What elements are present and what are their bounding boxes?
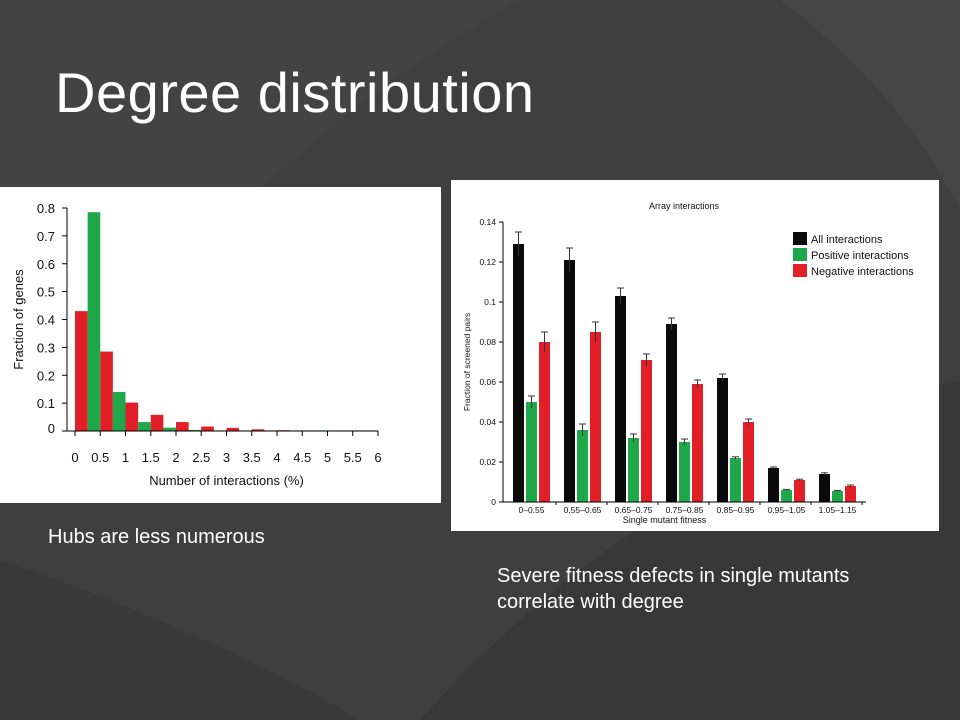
x-category-label: 0.65–0.75 <box>615 505 653 515</box>
array-interactions-panel: 0 0.02 0.04 0.06 0.08 0.1 0.12 0.14 0–0.55 0.55–0… <box>451 180 939 531</box>
histogram-panel: 0 0.5 1 1.5 2 2.5 3 3.5 4 4.5 5 5.5 6 0 0.1 0.2 0.3 0.4 0.… <box>0 187 441 503</box>
y-tick-label: 0.1 <box>484 297 496 307</box>
bar-positive-interactions-5 <box>781 490 792 502</box>
x-axis-title: Number of interactions (%) <box>149 473 304 488</box>
bar-all-interactions-1 <box>564 260 575 502</box>
y-tick-label: 0.04 <box>479 417 496 427</box>
histogram-bar-red-6 <box>226 427 240 431</box>
y-axis-title: Fraction of screened pairs <box>462 313 472 411</box>
y-tick-label: 0.2 <box>37 368 55 383</box>
legend-label: All interactions <box>811 234 883 246</box>
x-tick-label: 2 <box>172 450 179 465</box>
y-tick-label: 0.02 <box>479 457 496 467</box>
bar-all-interactions-3 <box>666 324 677 502</box>
caption-hubs: Hubs are less numerous <box>48 526 265 548</box>
bar-all-interactions-5 <box>768 468 779 502</box>
bar-all-interactions-0 <box>513 244 524 502</box>
bar-positive-interactions-2 <box>628 438 639 502</box>
bar-positive-interactions-0 <box>526 402 537 502</box>
bar-all-interactions-2 <box>615 296 626 502</box>
x-tick-label: 1.5 <box>142 450 160 465</box>
bar-all-interactions-4 <box>717 378 728 502</box>
x-tick-label: 3 <box>223 450 230 465</box>
bar-positive-interactions-4 <box>730 458 741 502</box>
bar-negative-interactions-4 <box>743 422 754 502</box>
histogram-bar-green-4 <box>188 429 202 431</box>
x-axis-title: Single mutant fitness <box>623 515 707 525</box>
degree-histogram-chart: 0 0.5 1 1.5 2 2.5 3 3.5 4 4.5 5 5.5 6 0 0.1 0.2 0.3 0.4 0.… <box>11 201 382 488</box>
chart-title: Array interactions <box>649 201 720 211</box>
x-category-label: 0.85–0.95 <box>717 505 755 515</box>
histogram-bar-green-0 <box>87 212 101 431</box>
histogram-bar-green-3 <box>163 427 176 431</box>
array-interactions-chart: 0 0.02 0.04 0.06 0.08 0.1 0.12 0.14 0–0.55 0.55–0… <box>462 201 914 525</box>
y-tick-label: 0 <box>48 421 55 436</box>
caption-fitness: Severe fitness defects in single mutants… <box>497 565 850 613</box>
y-tick-label: 0.08 <box>479 337 496 347</box>
y-tick-label: 0.5 <box>37 285 55 300</box>
histogram-bar-red-5 <box>201 426 214 431</box>
x-tick-label: 5 <box>324 450 331 465</box>
bar-negative-interactions-1 <box>590 332 601 502</box>
y-tick-label: 0.3 <box>37 340 55 355</box>
x-category-label: 0.75–0.85 <box>666 505 704 515</box>
y-tick-label: 0.6 <box>37 257 55 272</box>
y-tick-label: 0.06 <box>479 377 496 387</box>
y-tick-label: 0.1 <box>37 396 55 411</box>
y-tick-label: 0.7 <box>37 229 55 244</box>
y-axis-title: Fraction of genes <box>11 269 26 370</box>
legend-label: Positive interactions <box>811 250 909 262</box>
x-tick-label: 1 <box>122 450 129 465</box>
histogram-bar-red-2 <box>125 402 139 431</box>
x-tick-label: 6 <box>374 450 381 465</box>
x-category-label: 0–0.55 <box>519 505 545 515</box>
x-tick-label: 0 <box>71 450 78 465</box>
y-tick-label: 0.4 <box>37 313 55 328</box>
histogram-bar-red-4 <box>176 422 189 431</box>
bar-negative-interactions-0 <box>539 342 550 502</box>
x-category-label: 0.55–0.65 <box>564 505 602 515</box>
slide-title: Degree distribution <box>55 61 535 124</box>
y-tick-label: 0 <box>491 497 496 507</box>
histogram-bar-red-1 <box>100 351 113 431</box>
x-tick-label: 5.5 <box>344 450 362 465</box>
histogram-bar-red-7 <box>251 429 265 431</box>
y-tick-label: 0.14 <box>479 217 496 227</box>
y-tick-label: 0.8 <box>37 201 55 216</box>
histogram-bar-green-1 <box>112 391 126 431</box>
histogram-bar-green-2 <box>138 422 151 431</box>
bar-all-interactions-6 <box>819 474 830 502</box>
y-tick-label: 0.12 <box>479 257 496 267</box>
legend-swatch <box>793 248 807 261</box>
x-tick-label: 4.5 <box>293 450 311 465</box>
x-tick-label: 3.5 <box>243 450 261 465</box>
histogram-bar-red-3 <box>150 414 164 431</box>
bar-positive-interactions-3 <box>679 442 690 502</box>
bar-positive-interactions-1 <box>577 430 588 502</box>
x-category-label: 1.05–1.15 <box>819 505 857 515</box>
x-category-label: 0.95–1.05 <box>768 505 806 515</box>
histogram-bar-red-0 <box>75 311 88 431</box>
legend-swatch <box>793 232 807 245</box>
x-tick-label: 2.5 <box>192 450 210 465</box>
legend-swatch <box>793 264 807 277</box>
legend-label: Negative interactions <box>811 266 914 278</box>
bar-positive-interactions-6 <box>832 491 843 502</box>
x-tick-label: 0.5 <box>91 450 109 465</box>
bar-negative-interactions-3 <box>692 384 703 502</box>
bar-negative-interactions-2 <box>641 360 652 502</box>
bar-negative-interactions-6 <box>845 486 856 502</box>
x-tick-label: 4 <box>273 450 280 465</box>
bar-negative-interactions-5 <box>794 480 805 502</box>
